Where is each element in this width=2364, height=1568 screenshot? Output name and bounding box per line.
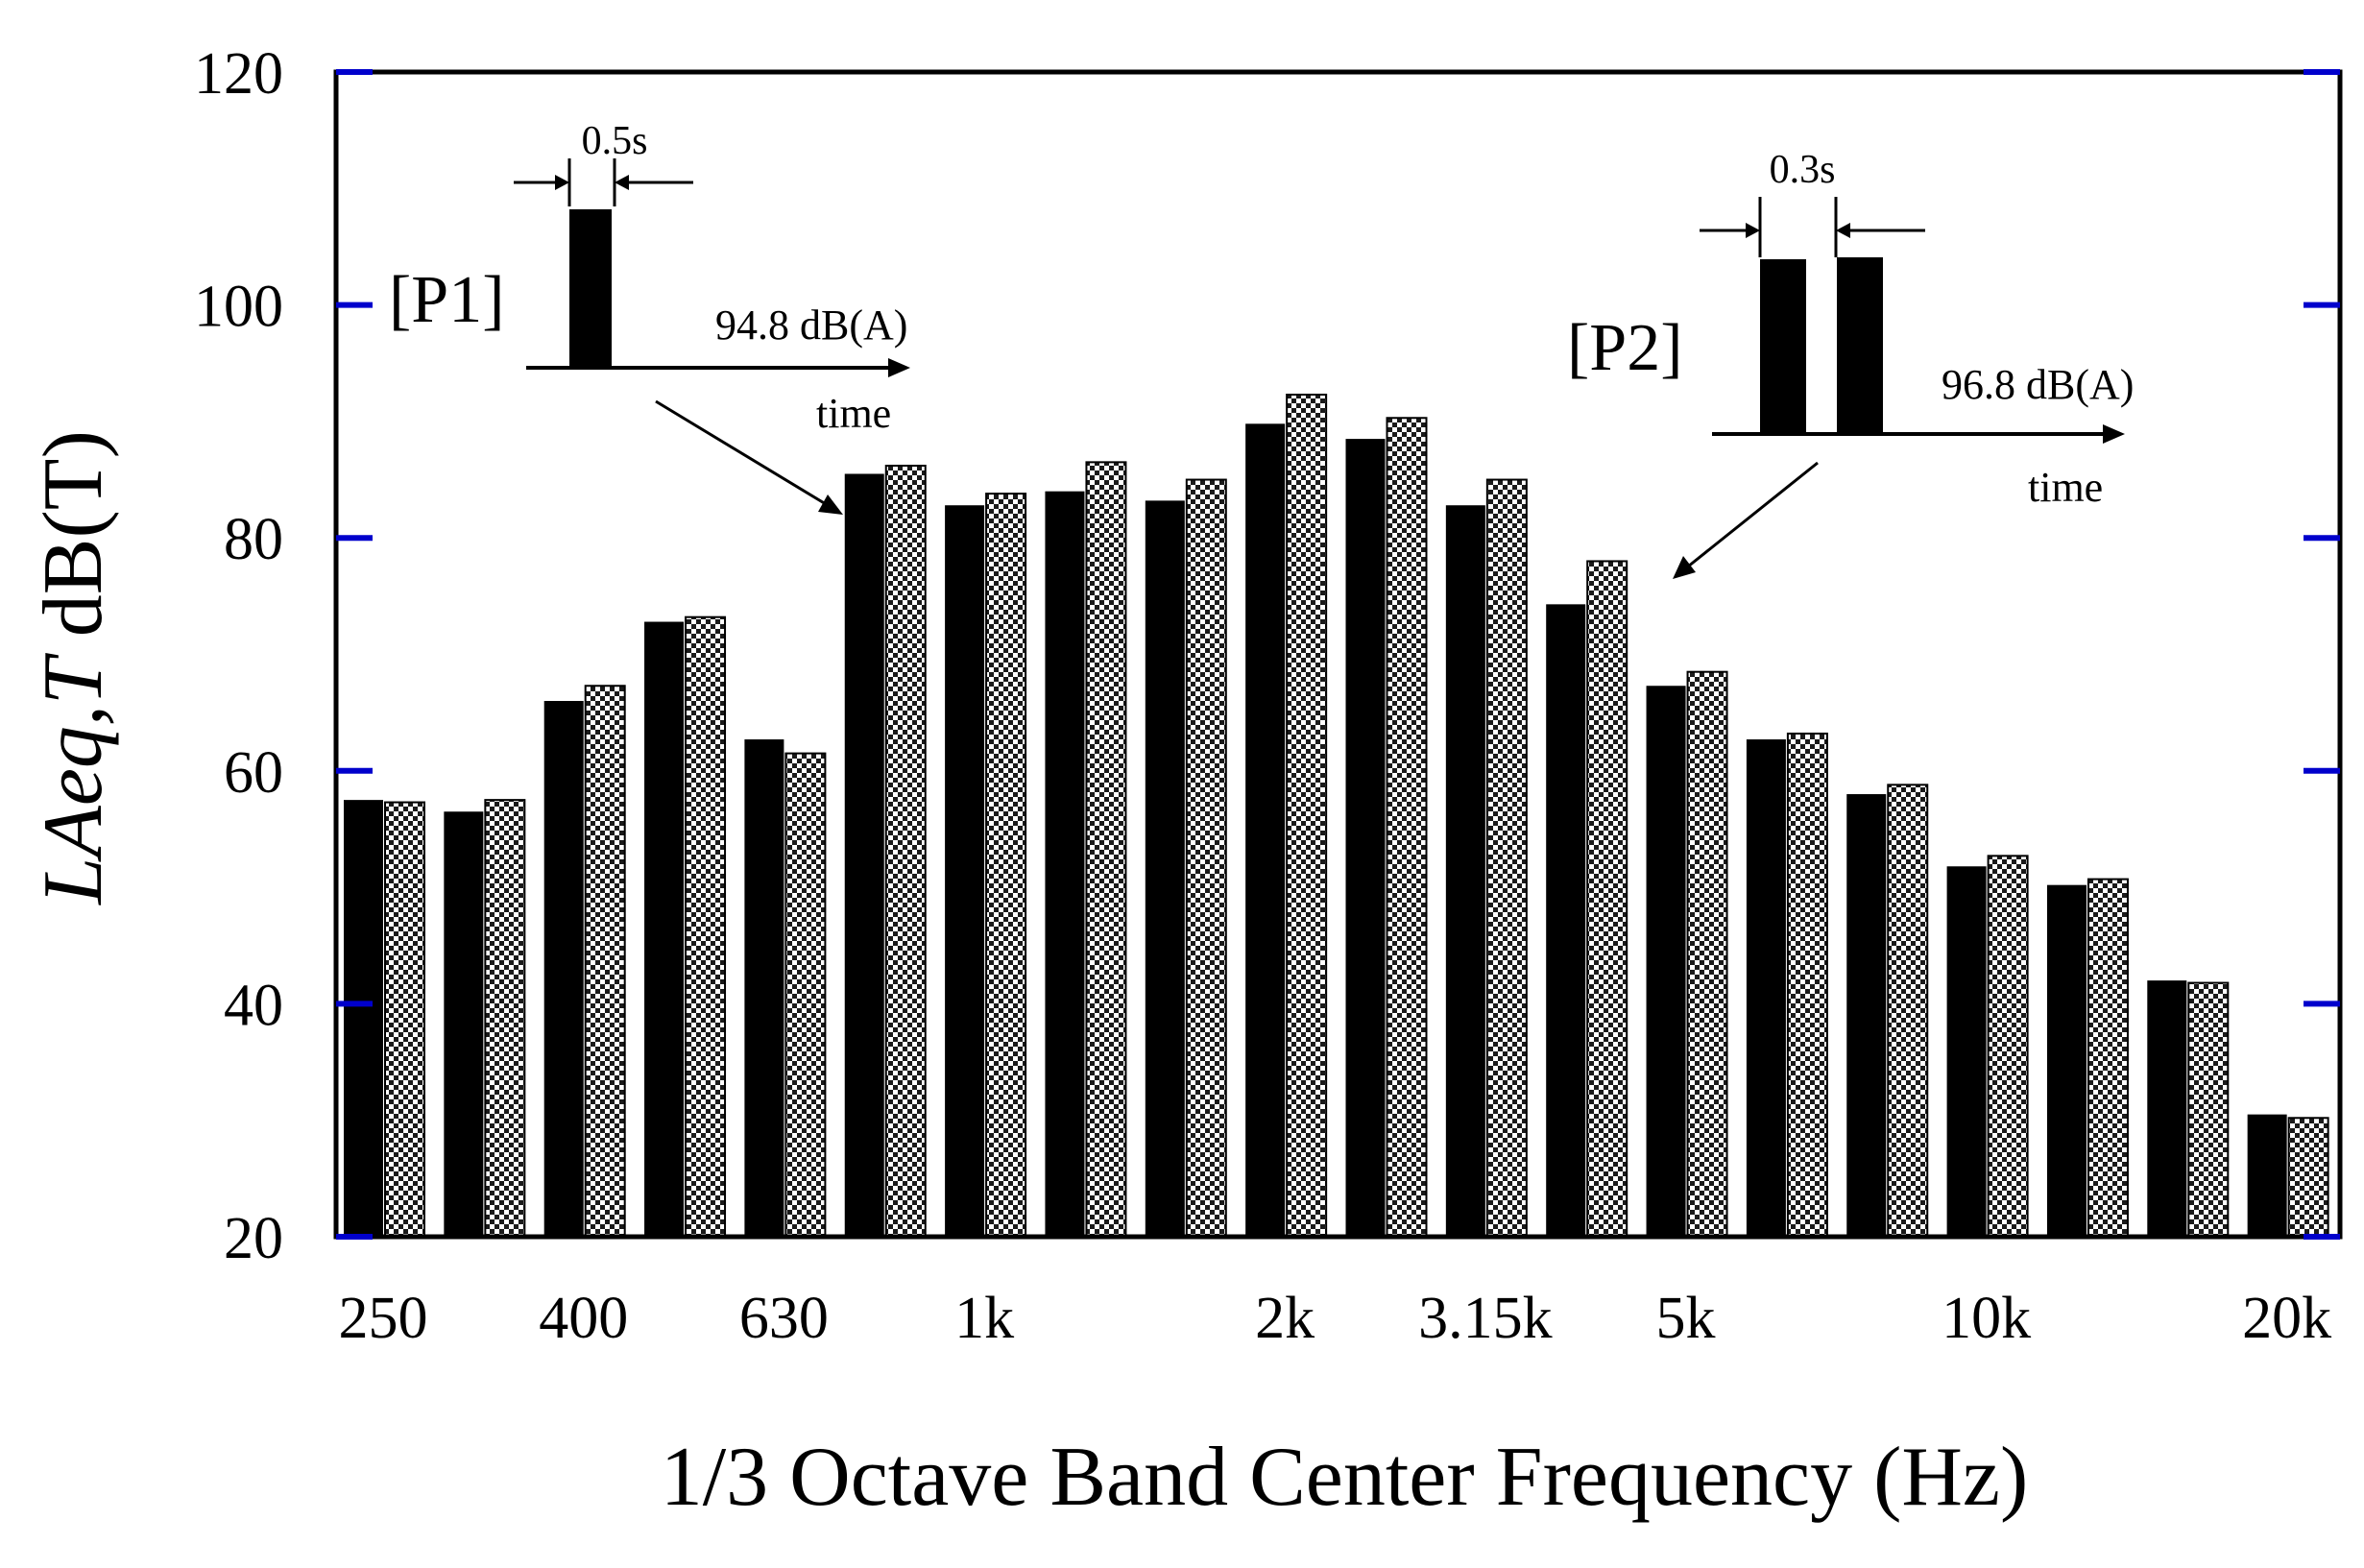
bar-p2-2.5k (1386, 417, 1428, 1238)
bar-p2-5k (1686, 670, 1728, 1238)
p1-level: 94.8 dB(A) (715, 302, 907, 349)
bar-p2-12.5k (2087, 878, 2129, 1238)
bar-p1-5k (1646, 686, 1686, 1237)
bar-p1-1.25k (1045, 491, 1085, 1237)
ytick-label-40: 40 (224, 973, 283, 1038)
bar-p2-1.25k (1085, 461, 1127, 1239)
p2-pointer-arrowhead (1673, 556, 1696, 579)
bar-p1-1.6k (1145, 500, 1185, 1237)
p2-time-label: time (2028, 464, 2103, 511)
p1-pointer-arrow (655, 399, 827, 506)
ytick-label-100: 100 (194, 275, 283, 340)
ytick-label-60: 60 (224, 740, 283, 806)
xtick-label-20k: 20k (2242, 1286, 2331, 1351)
y-axis-title-unit: dB(T) (27, 430, 120, 658)
p1-time-label: time (816, 390, 891, 437)
p2-pointer-arrow (1687, 461, 1819, 568)
bar-p1-16k (2147, 980, 2187, 1237)
bar-p1-6.3k (1746, 739, 1786, 1237)
p1-time-arrowhead (888, 358, 910, 377)
xtick-label-630: 630 (739, 1286, 829, 1351)
x-axis-title: 1/3 Octave Band Center Frequency (Hz) (661, 1431, 2029, 1524)
ytick-label-80: 80 (224, 507, 283, 572)
y-axis-ticks: 20 40 60 80 100 120 (194, 41, 2340, 1271)
xtick-label-1k: 1k (954, 1286, 1014, 1351)
xtick-label-400: 400 (539, 1286, 628, 1351)
bar-p2-500 (685, 615, 727, 1238)
p2-annotation: [P2] 0.3s 96.8 dB(A) time (1567, 148, 2134, 579)
x-axis-tick-labels: 250 400 630 1k 2k 3.15k 5k 10k 20k (339, 1286, 2332, 1351)
plot-frame (333, 69, 2343, 1240)
bar-p2-6.3k (1786, 732, 1828, 1238)
ytick-label-20: 20 (224, 1206, 283, 1271)
p2-level: 96.8 dB(A) (1942, 361, 2134, 408)
bar-p2-2k (1286, 394, 1328, 1239)
p2-duration-arrowhead-right (1836, 223, 1850, 238)
p1-duration-arrowhead-right (615, 175, 629, 190)
series-p1-bars (344, 423, 2287, 1238)
xtick-label-5k: 5k (1656, 1286, 1716, 1351)
p1-pulse (569, 209, 612, 368)
bar-p1-10k (1946, 866, 1987, 1237)
bar-p2-1.6k (1185, 478, 1227, 1238)
p1-pointer-arrowhead (818, 495, 843, 515)
bar-p2-1k (985, 493, 1027, 1238)
plot-area: 20 40 60 80 100 120 250 400 630 1k 2k 3.15k 5k 10k 20… (194, 41, 2343, 1351)
p1-label: [P1] (389, 263, 505, 337)
p1-duration: 0.5s (582, 119, 648, 163)
bar-p1-2k (1245, 423, 1286, 1237)
bar-p2-250 (384, 801, 425, 1239)
bar-p2-400 (584, 685, 626, 1238)
xtick-label-250: 250 (339, 1286, 428, 1351)
bar-p1-630 (744, 739, 784, 1237)
y-axis-title: LAeq,T dB(T) (27, 430, 120, 906)
y-axis-title-italic: LAeq,T (27, 652, 120, 906)
p2-pulse-2 (1837, 257, 1883, 434)
p1-annotation: [P1] 0.5s 94.8 dB(A) time (389, 119, 910, 515)
bar-p2-8k (1887, 784, 1929, 1239)
bar-p2-4k (1586, 560, 1628, 1238)
p1-duration-arrowhead-left (555, 175, 569, 190)
bar-p2-3.15k (1485, 478, 1528, 1238)
bar-p1-8k (1846, 794, 1887, 1237)
bar-p1-315 (444, 811, 484, 1237)
bar-p2-16k (2187, 981, 2230, 1238)
p2-time-arrowhead (2103, 424, 2125, 444)
bar-p1-12.5k (2046, 884, 2087, 1237)
bar-p1-800 (844, 473, 884, 1237)
p2-label: [P2] (1567, 311, 1683, 385)
xtick-label-3.15k: 3.15k (1418, 1286, 1553, 1351)
xtick-label-2k: 2k (1255, 1286, 1315, 1351)
bar-p2-10k (1987, 855, 2029, 1238)
p2-duration: 0.3s (1770, 148, 1836, 192)
bar-p1-250 (344, 800, 383, 1237)
bar-p1-2.5k (1345, 439, 1386, 1238)
bar-p1-3.15k (1445, 505, 1485, 1237)
p2-pulse-1 (1760, 259, 1806, 434)
bar-p2-800 (884, 464, 927, 1238)
bar-p1-20k (2247, 1114, 2287, 1237)
bar-p2-315 (484, 799, 526, 1238)
bar-p2-20k (2287, 1117, 2329, 1239)
bar-p1-500 (644, 621, 685, 1237)
ytick-label-120: 120 (194, 41, 283, 107)
bar-p1-4k (1546, 604, 1586, 1237)
bar-p1-400 (543, 701, 584, 1237)
bar-p1-1k (945, 505, 985, 1237)
p2-duration-arrowhead-left (1746, 223, 1760, 238)
bar-p2-630 (784, 752, 827, 1238)
xtick-label-10k: 10k (1942, 1286, 2031, 1351)
